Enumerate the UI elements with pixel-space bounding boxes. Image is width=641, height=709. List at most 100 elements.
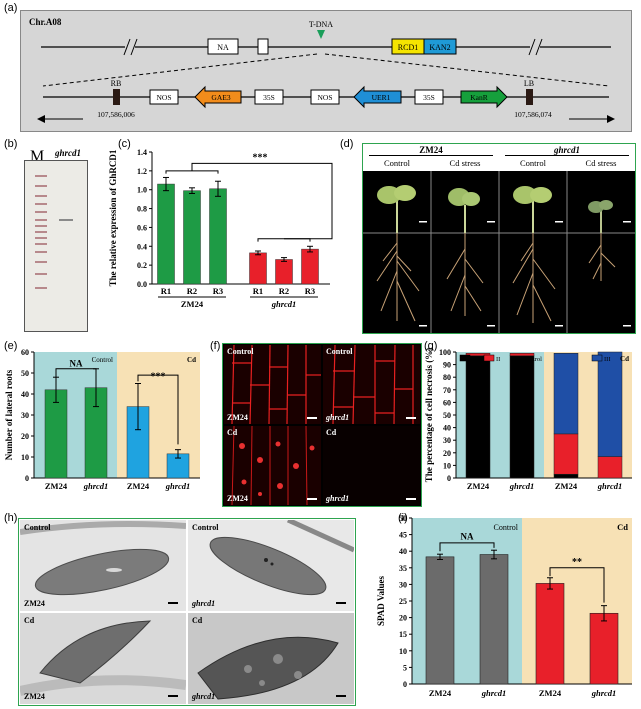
d-header-zm24: ZM24 bbox=[419, 145, 443, 155]
h-genotype-ghrcd1-1: ghrcd1 bbox=[192, 599, 216, 608]
x-tick-label: R2 bbox=[187, 286, 197, 296]
bar bbox=[301, 248, 319, 285]
gene-kan2 bbox=[423, 38, 457, 55]
sig-label: *** bbox=[253, 152, 268, 163]
y-tick-label: 50 bbox=[399, 514, 407, 523]
y-tick-label: 60 bbox=[443, 398, 451, 407]
y-tick-label: 0 bbox=[447, 474, 451, 483]
tdna-insertion-map: Chr.A08 NA T-DNA RCD1 KAN2 RB NOS GAE3 3… bbox=[29, 17, 615, 123]
panel-label-c: (c) bbox=[118, 138, 131, 150]
sample-band bbox=[59, 219, 73, 221]
y-tick-label: 0 bbox=[403, 680, 407, 689]
f-label-cd-1: Cd bbox=[227, 428, 238, 437]
x-tick-label: ghrcd1 bbox=[509, 481, 535, 491]
gene-na bbox=[207, 38, 239, 55]
x-tick-label: ZM24 bbox=[127, 481, 150, 491]
confocal-ghrcd1-control: Control ghrcd1 bbox=[323, 344, 420, 425]
seedling-photo-grid bbox=[363, 171, 635, 333]
stacked-bar-segment bbox=[465, 355, 491, 479]
control-label: Control bbox=[494, 523, 519, 532]
panel-f-box: Control ZM24 Control ghrcd1 Cd ZM24 Cd g… bbox=[222, 343, 422, 507]
gae3-label: GAE3 bbox=[211, 93, 230, 102]
chromosome-label: Chr.A08 bbox=[29, 17, 62, 27]
y-tick-label: 30 bbox=[443, 436, 451, 445]
gae3-arrow bbox=[194, 85, 242, 109]
x-tick-label: ghrcd1 bbox=[165, 481, 191, 491]
left-coordinate: 107,586,006 bbox=[97, 110, 135, 119]
cd-label: Cd bbox=[620, 355, 629, 363]
stacked-bar-segment bbox=[553, 473, 579, 479]
sig-label: ** bbox=[572, 557, 582, 568]
d-header-ghrcd1: ghrcd1 bbox=[553, 145, 580, 155]
x-tick-label: ZM24 bbox=[181, 299, 204, 309]
shoot-ghrcd1-control bbox=[513, 186, 552, 233]
tem-zm24-cd: Cd ZM24 bbox=[18, 613, 187, 704]
rb-border bbox=[113, 89, 120, 105]
nos-1 bbox=[149, 89, 179, 105]
cd-label: Cd bbox=[617, 522, 628, 532]
gene-small bbox=[257, 38, 269, 55]
ns-label: NA bbox=[70, 359, 83, 369]
confocal-zm24-control: Control ZM24 bbox=[224, 344, 321, 425]
y-tick-label: 20 bbox=[21, 432, 29, 441]
y-tick-label: 30 bbox=[21, 411, 29, 420]
panel-label-a: (a) bbox=[4, 2, 18, 14]
y-tick-label: 20 bbox=[399, 614, 407, 623]
shoot-zm24-cd bbox=[448, 188, 480, 233]
y-tick-label: 70 bbox=[443, 386, 451, 395]
kanr-arrow bbox=[460, 85, 508, 109]
bar bbox=[209, 188, 227, 285]
panel-label-e: (e) bbox=[4, 340, 18, 352]
y-tick-label: 40 bbox=[21, 390, 29, 399]
panel-label-f: (f) bbox=[210, 340, 221, 352]
y-tick-label: 0.0 bbox=[137, 280, 147, 289]
y-tick-label: 50 bbox=[443, 411, 451, 420]
y-tick-label: 0.4 bbox=[137, 242, 147, 251]
f-label-control-2: Control bbox=[326, 347, 353, 356]
x-tick-label: ZM24 bbox=[45, 481, 68, 491]
y-tick-label: 45 bbox=[399, 531, 407, 540]
y-tick-label: 40 bbox=[399, 547, 407, 556]
y-tick-label: 20 bbox=[443, 449, 451, 458]
sig-bracket bbox=[549, 567, 605, 603]
y-tick-label: 40 bbox=[443, 424, 451, 433]
x-tick-label: ZM24 bbox=[539, 688, 562, 698]
confocal-zm24-cd: Cd ZM24 bbox=[224, 425, 321, 506]
f-genotype-ghrcd1-1: ghrcd1 bbox=[326, 413, 350, 422]
panel-d-box: ZM24 ghrcd1 Control Cd stress Control Cd… bbox=[362, 143, 636, 334]
f-genotype-ghrcd1-2: ghrcd1 bbox=[326, 494, 350, 503]
f-label-cd-2: Cd bbox=[326, 428, 337, 437]
stacked-bar-segment bbox=[509, 355, 535, 479]
y-tick-label: 10 bbox=[21, 453, 29, 462]
stacked-bar-segment bbox=[597, 351, 623, 457]
x-tick-label: ghrcd1 bbox=[481, 688, 507, 698]
gene-rcd1-label: RCD1 bbox=[398, 43, 418, 52]
ns-bracket bbox=[55, 368, 97, 378]
h-genotype-zm24-1: ZM24 bbox=[24, 599, 45, 608]
y-tick-label: 10 bbox=[443, 461, 451, 470]
h-genotype-zm24-2: ZM24 bbox=[24, 692, 45, 701]
lb-label: LB bbox=[524, 79, 534, 88]
chromosome-break-left bbox=[123, 38, 138, 56]
legend-swatch bbox=[483, 354, 495, 362]
y-tick-label: 0.6 bbox=[137, 223, 147, 232]
stacked-bar-segment bbox=[553, 353, 579, 435]
x-tick-label: R2 bbox=[279, 286, 289, 296]
h-genotype-ghrcd1-2: ghrcd1 bbox=[192, 692, 216, 701]
tem-zm24-control: Control ZM24 bbox=[19, 520, 187, 611]
y-tick-label: 15 bbox=[399, 630, 407, 639]
legend-label: III bbox=[604, 356, 611, 363]
f-genotype-zm24-2: ZM24 bbox=[227, 494, 248, 503]
shoot-zm24-control bbox=[377, 185, 416, 233]
y-tick-label: 90 bbox=[443, 361, 451, 370]
f-label-control-1: Control bbox=[227, 347, 254, 356]
y-tick-label: 5 bbox=[403, 663, 407, 672]
panel-label-i: (i) bbox=[398, 512, 408, 524]
tem-ghrcd1-cd: Cd ghrcd1 bbox=[188, 613, 354, 704]
h-label-control-2: Control bbox=[192, 523, 219, 532]
y-tick-label: 0.2 bbox=[137, 261, 147, 270]
d-col-cd-1: Cd stress bbox=[449, 158, 481, 168]
nos-2 bbox=[310, 89, 340, 105]
control-label: Control bbox=[92, 356, 113, 364]
d-col-control-2: Control bbox=[520, 158, 546, 168]
